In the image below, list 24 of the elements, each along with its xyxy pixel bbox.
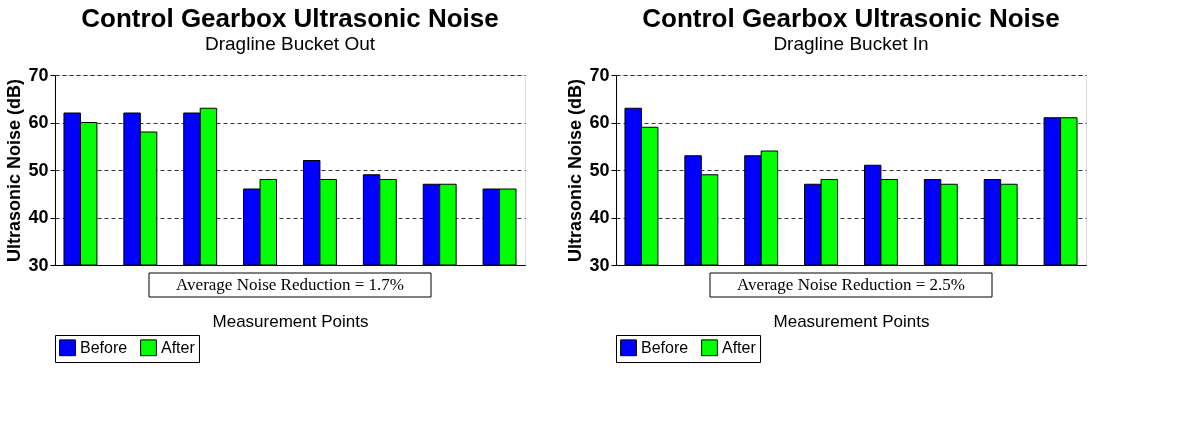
y-tick-label: 70 (28, 64, 49, 85)
y-tick-label: 50 (589, 159, 610, 180)
chart-title: Control Gearbox Ultrasonic Noise (81, 3, 499, 33)
text: Average Noise Reduction = 2.5% (737, 275, 965, 294)
chart-subtitle: Dragline Bucket Out (204, 33, 376, 54)
y-tick-label: 50 (28, 159, 49, 180)
legend-label: After (722, 338, 757, 356)
y-tick-label: 30 (589, 254, 610, 275)
x-axis-title: Measurement Points (212, 311, 369, 331)
y-tick-label: 70 (589, 64, 610, 85)
chart-title: Control Gearbox Ultrasonic Noise (642, 3, 1060, 33)
y-axis-title: Ultrasonic Noise (dB) (565, 78, 586, 263)
chart-subtitle: Dragline Bucket In (773, 33, 929, 54)
y-tick-label: 60 (28, 112, 49, 132)
legend-label: After (161, 338, 196, 356)
y-tick-label: 40 (28, 207, 49, 227)
y-tick-label: 30 (28, 254, 49, 275)
legend-label: Before (641, 338, 689, 356)
x-axis-title: Measurement Points (773, 311, 930, 331)
y-tick-label: 40 (589, 207, 610, 227)
y-axis-title: Ultrasonic Noise (dB) (4, 78, 25, 263)
legend-label: Before (80, 338, 128, 356)
y-tick-label: 60 (589, 112, 610, 132)
text: Average Noise Reduction = 1.7% (176, 275, 404, 294)
